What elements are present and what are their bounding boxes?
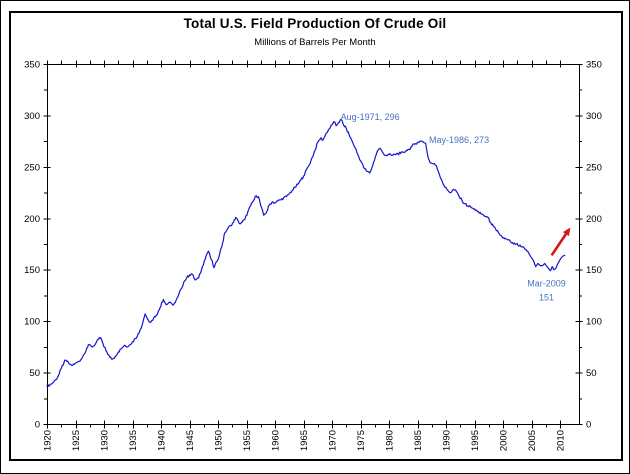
y-tick-label-left: 300 (24, 111, 40, 122)
x-tick-label: 2000 (499, 430, 510, 451)
axis-tick-labels: 0 0 50 50 100 100 150 150 200 200 250 250 300 300 350 3… (24, 60, 602, 452)
y-tick-label-left: 150 (24, 265, 40, 276)
x-tick-label: 1935 (128, 430, 139, 451)
y-tick-label-right: 150 (586, 265, 602, 276)
x-tick-label: 1945 (185, 430, 196, 451)
y-tick-label-left: 50 (29, 368, 40, 379)
y-tick-label-right: 200 (586, 214, 602, 225)
x-tick-label: 1990 (442, 430, 453, 451)
x-tick-label: 1985 (413, 430, 424, 451)
y-tick-label-left: 0 (35, 420, 40, 431)
annotation-label: 151 (539, 292, 554, 302)
x-tick-label: 1955 (242, 430, 253, 451)
x-tick-label: 1970 (328, 430, 339, 451)
x-tick-label: 1975 (356, 430, 367, 451)
x-tick-label: 2010 (556, 430, 567, 451)
x-tick-label: 1995 (470, 430, 481, 451)
axis-ticks (43, 60, 583, 429)
x-tick-label: 1960 (271, 430, 282, 451)
plot-border (46, 63, 581, 426)
annotation-label: Mar-2009 (527, 279, 566, 289)
x-tick-label: 1950 (214, 430, 225, 451)
y-tick-label-right: 0 (586, 420, 591, 431)
y-tick-label-right: 100 (586, 317, 602, 328)
chart-title: Total U.S. Field Production Of Crude Oil (183, 16, 447, 31)
x-tick-label: 1940 (157, 430, 168, 451)
y-tick-label-left: 100 (24, 317, 40, 328)
trend-arrow-shaft (550, 233, 567, 257)
y-tick-label-right: 50 (586, 368, 597, 379)
y-tick-label-right: 350 (586, 60, 602, 71)
annotation-label: Aug-1971, 296 (341, 112, 400, 122)
x-tick-label: 2005 (527, 430, 538, 451)
y-tick-label-left: 250 (24, 162, 40, 173)
x-tick-label: 1930 (100, 430, 111, 451)
x-tick-label: 1965 (299, 430, 310, 451)
production-line (46, 118, 566, 387)
x-tick-label: 1980 (385, 430, 396, 451)
y-tick-label-right: 300 (586, 111, 602, 122)
annotation-label: May-1986, 273 (429, 135, 489, 145)
y-tick-label-left: 200 (24, 214, 40, 225)
y-tick-label-left: 350 (24, 60, 40, 71)
x-tick-label: 1925 (71, 430, 82, 451)
trend-arrow-head (562, 227, 571, 237)
y-tick-label-right: 250 (586, 162, 602, 173)
x-tick-label: 1920 (43, 430, 54, 451)
chart-subtitle: Millions of Barrels Per Month (254, 37, 376, 48)
chart-frame (9, 11, 623, 461)
